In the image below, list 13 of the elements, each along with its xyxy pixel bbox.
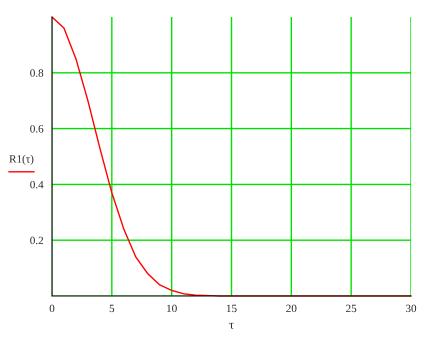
x-tick-label: 0 <box>50 304 54 312</box>
y-tick-label: 0.8 <box>30 69 44 77</box>
y-tick-label: 0.4 <box>30 180 44 188</box>
x-tick-label: 25 <box>346 304 356 312</box>
y-tick-label: 0.2 <box>30 236 44 244</box>
y-tick-label: 0.6 <box>30 125 44 133</box>
text: R1(τ) <box>9 154 34 165</box>
x-axis-title: τ <box>229 322 234 329</box>
x-tick-label: 20 <box>286 304 296 312</box>
x-tick-label: 15 <box>226 304 237 312</box>
x-tick-label: 30 <box>406 304 416 312</box>
x-tick-label: 5 <box>110 304 114 312</box>
x-tick-label: 10 <box>167 304 177 312</box>
